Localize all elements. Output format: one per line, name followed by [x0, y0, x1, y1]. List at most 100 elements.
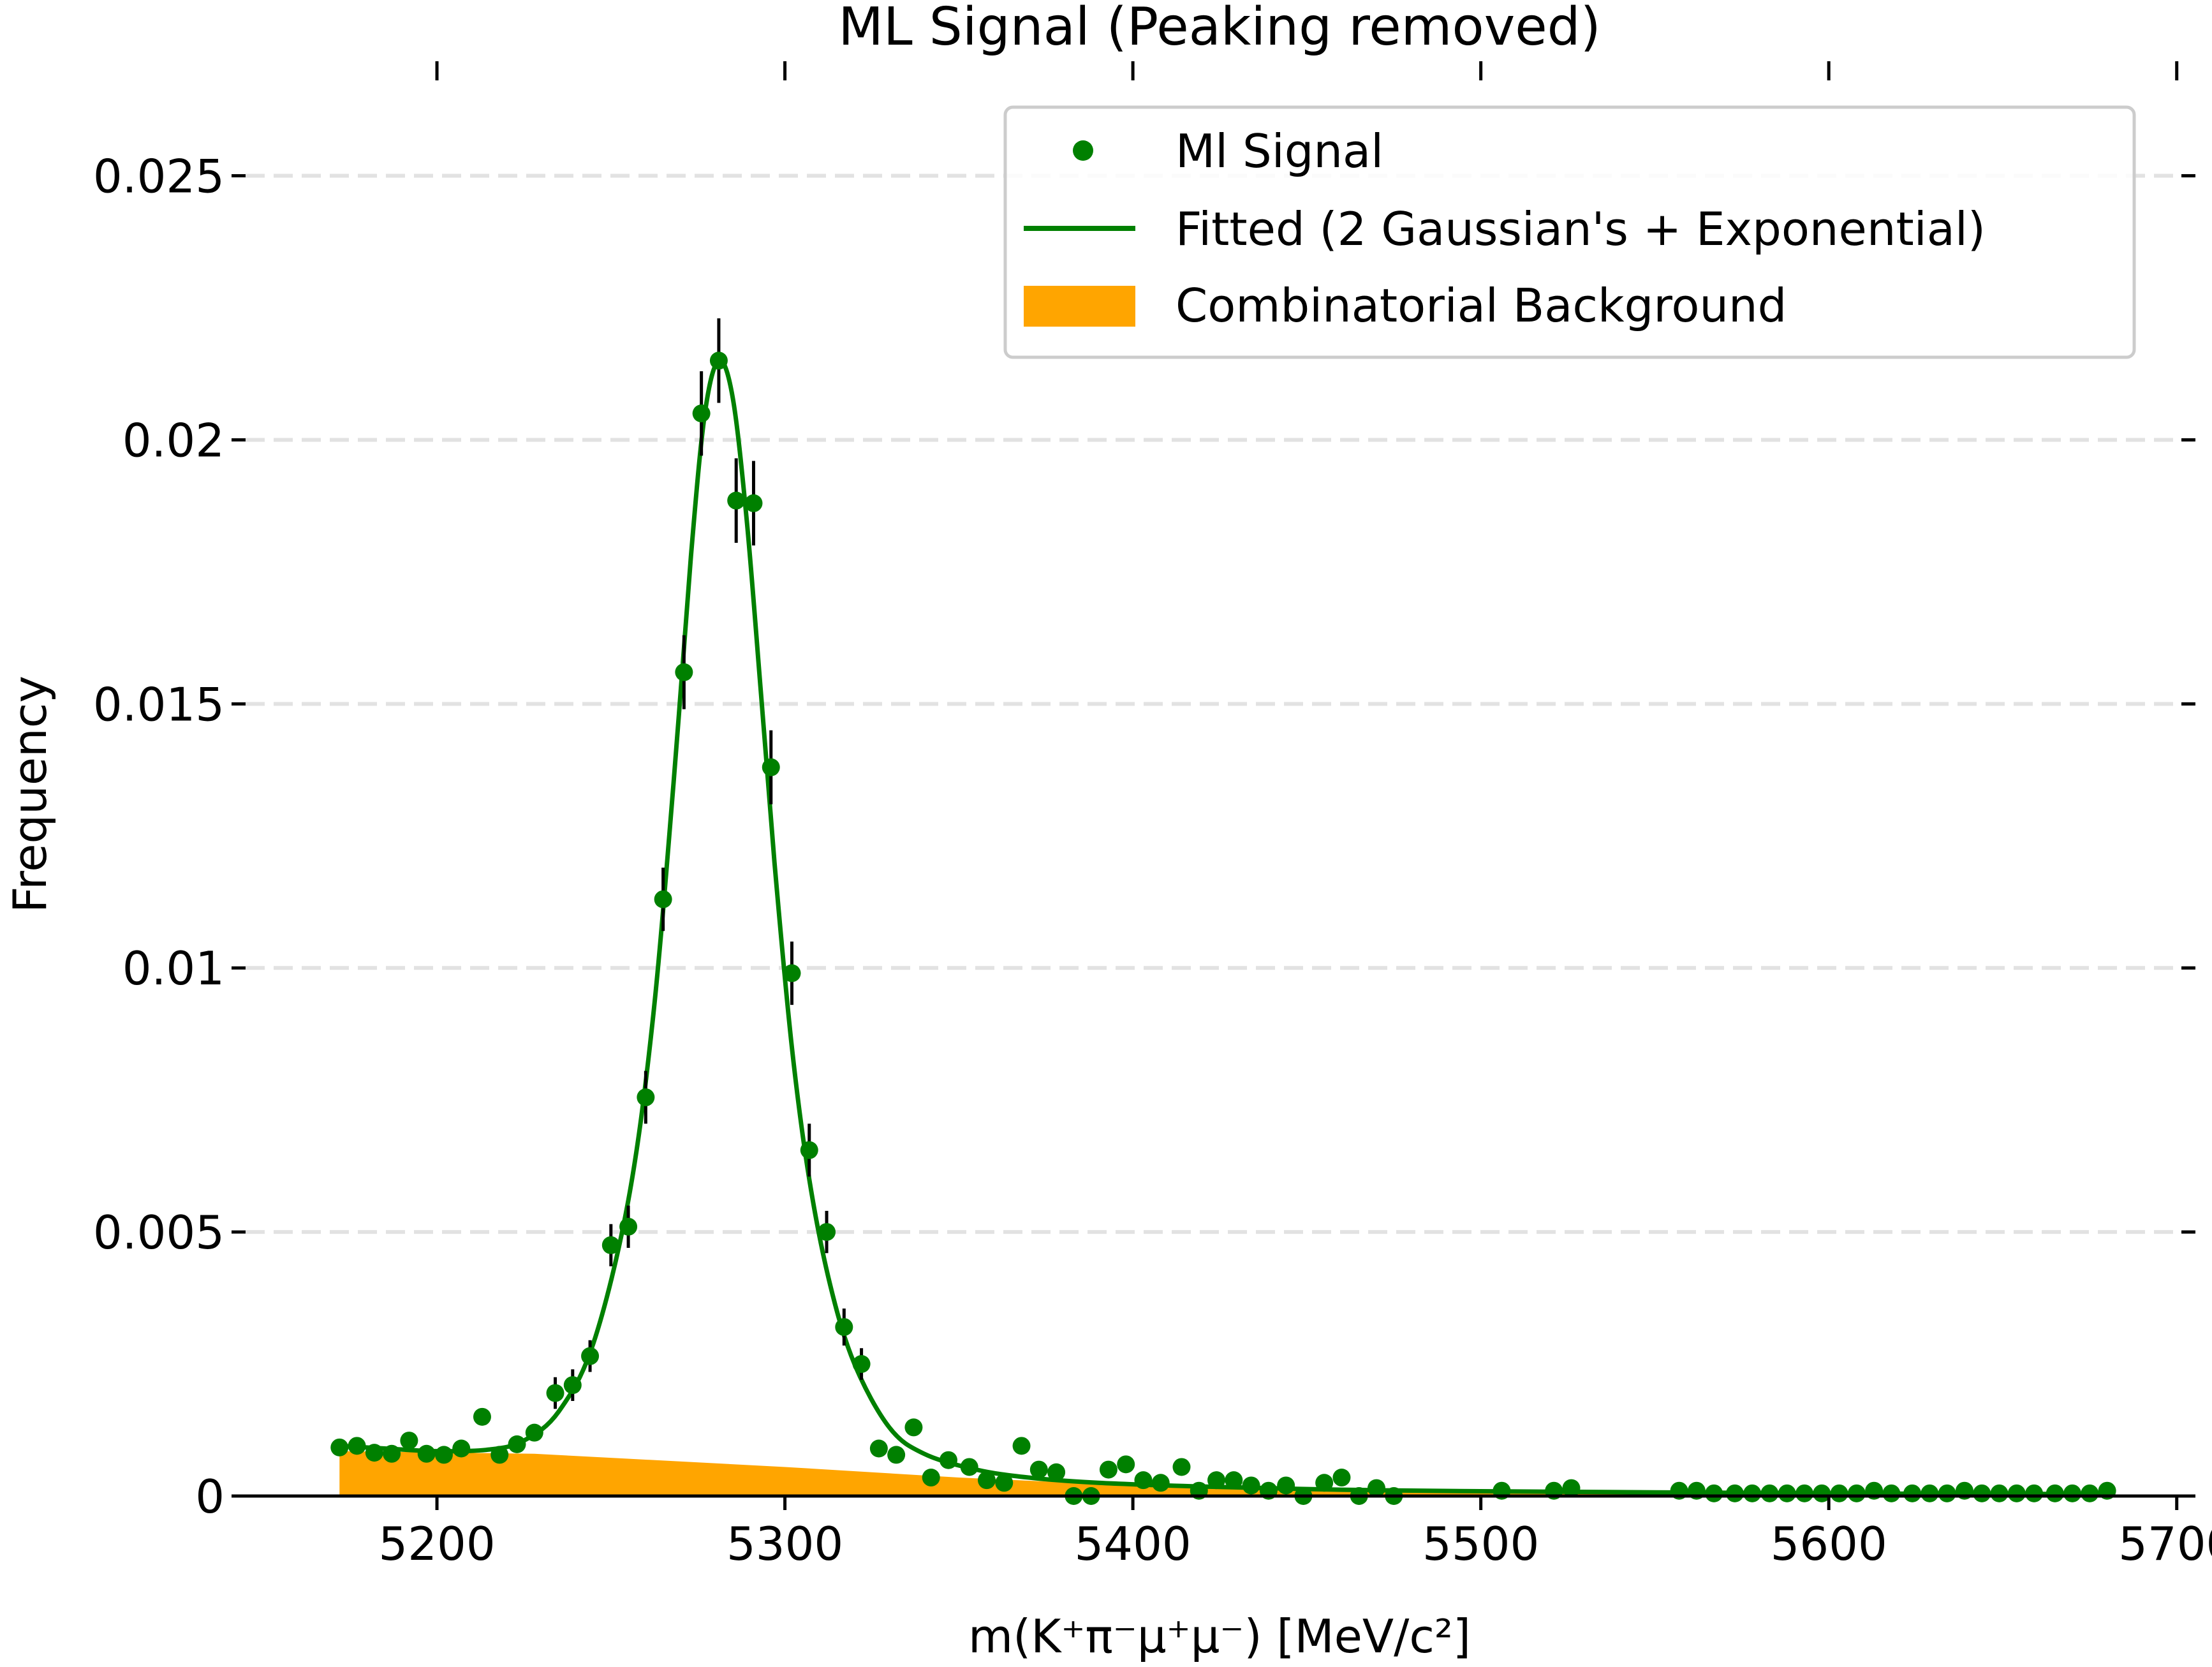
data-point	[525, 1423, 543, 1442]
data-point	[1760, 1484, 1779, 1502]
y-axis-label: Frequency	[3, 676, 57, 913]
data-point	[709, 352, 728, 370]
data-point	[1099, 1460, 1117, 1479]
data-point	[1990, 1484, 2009, 1502]
data-point	[2025, 1484, 2044, 1502]
data-point	[1562, 1479, 1581, 1497]
data-point	[995, 1474, 1014, 1492]
data-point	[800, 1141, 818, 1159]
data-point	[619, 1217, 638, 1236]
data-point	[852, 1355, 871, 1374]
data-point	[1973, 1484, 1991, 1502]
data-point	[887, 1446, 906, 1464]
data-point	[2063, 1484, 2082, 1502]
legend: Ml Signal Fitted (2 Gaussian's + Exponen…	[1003, 105, 2136, 359]
data-point	[1743, 1484, 1762, 1502]
data-point	[818, 1223, 836, 1241]
data-point	[1225, 1471, 1243, 1490]
data-point	[692, 404, 711, 423]
data-point	[1903, 1484, 1922, 1502]
data-point	[2046, 1484, 2064, 1502]
data-point	[1938, 1484, 1956, 1502]
data-point	[1315, 1474, 1334, 1492]
y-axis-ticks: 0 0.005 0.01 0.015 0.02 0.025	[93, 150, 2195, 1523]
legend-label-background: Combinatorial Background	[1176, 279, 1787, 332]
x-axis-label: m(K⁺π⁻μ⁺μ⁻) [MeV/c²]	[968, 1610, 1471, 1663]
data-point	[1242, 1476, 1260, 1495]
data-point	[452, 1439, 471, 1458]
gridlines	[246, 174, 2194, 1234]
data-point	[939, 1451, 957, 1469]
data-point	[869, 1439, 888, 1458]
x-tick-label: 5500	[1422, 1517, 1539, 1571]
legend-marker-signal	[1073, 140, 1093, 161]
data-point	[1134, 1471, 1153, 1490]
data-point	[960, 1458, 978, 1476]
data-point	[383, 1444, 401, 1463]
data-point	[2081, 1484, 2099, 1502]
data-point	[546, 1384, 564, 1402]
legend-label-signal: Ml Signal	[1176, 124, 1383, 178]
data-point	[563, 1376, 582, 1395]
data-point	[1847, 1484, 1866, 1502]
data-point	[1813, 1484, 1831, 1502]
data-point	[434, 1446, 453, 1464]
data-point	[508, 1435, 526, 1453]
background-area	[339, 1451, 2107, 1496]
y-tick-label: 0	[195, 1470, 225, 1523]
data-point	[637, 1088, 655, 1107]
data-point	[400, 1432, 418, 1450]
legend-frame	[1003, 105, 2136, 359]
fit-line-layer	[339, 358, 2107, 1497]
data-point	[977, 1471, 996, 1490]
data-point	[1367, 1479, 1385, 1497]
data-point	[1047, 1463, 1066, 1481]
data-point	[1277, 1476, 1295, 1495]
data-point	[904, 1418, 923, 1437]
data-point	[1172, 1458, 1191, 1476]
data-point	[1207, 1471, 1226, 1490]
data-point	[1029, 1460, 1048, 1479]
data-point	[727, 491, 746, 510]
y-tick-label: 0.005	[93, 1206, 225, 1259]
errorbar-layer	[337, 318, 2109, 1496]
data-point	[922, 1469, 940, 1487]
data-point	[490, 1446, 509, 1464]
x-tick-label: 5300	[726, 1517, 843, 1571]
data-point	[675, 663, 693, 681]
background-area-layer	[339, 1451, 2107, 1496]
x-tick-label: 5400	[1074, 1517, 1191, 1571]
legend-label-fit: Fitted (2 Gaussian's + Exponential)	[1176, 202, 1986, 256]
data-point	[1705, 1484, 1723, 1502]
data-point	[2007, 1484, 2026, 1502]
data-point	[654, 890, 672, 908]
x-tick-label: 5200	[378, 1517, 495, 1571]
data-point	[1151, 1474, 1170, 1492]
data-point	[417, 1444, 436, 1463]
fit-line	[339, 358, 2107, 1497]
y-tick-label: 0.02	[122, 413, 225, 467]
data-point	[1725, 1484, 1744, 1502]
data-point	[1012, 1437, 1031, 1455]
data-point	[762, 758, 780, 776]
data-point	[1830, 1484, 1848, 1502]
chart-title: ML Signal (Peaking removed)	[838, 0, 1600, 57]
data-point	[365, 1444, 383, 1462]
y-tick-label: 0.015	[93, 678, 225, 731]
data-point	[1778, 1484, 1796, 1502]
legend-marker-background	[1024, 286, 1135, 327]
data-point	[1117, 1455, 1135, 1474]
data-point	[1921, 1484, 1939, 1502]
data-point	[1332, 1469, 1351, 1487]
y-tick-label: 0.01	[122, 942, 225, 995]
data-point	[581, 1347, 600, 1365]
y-tick-label: 0.025	[93, 150, 225, 204]
data-point	[1795, 1484, 1813, 1502]
x-tick-label: 5600	[1771, 1517, 1887, 1571]
data-point	[783, 964, 801, 982]
data-point	[473, 1407, 491, 1426]
data-point	[744, 494, 763, 512]
